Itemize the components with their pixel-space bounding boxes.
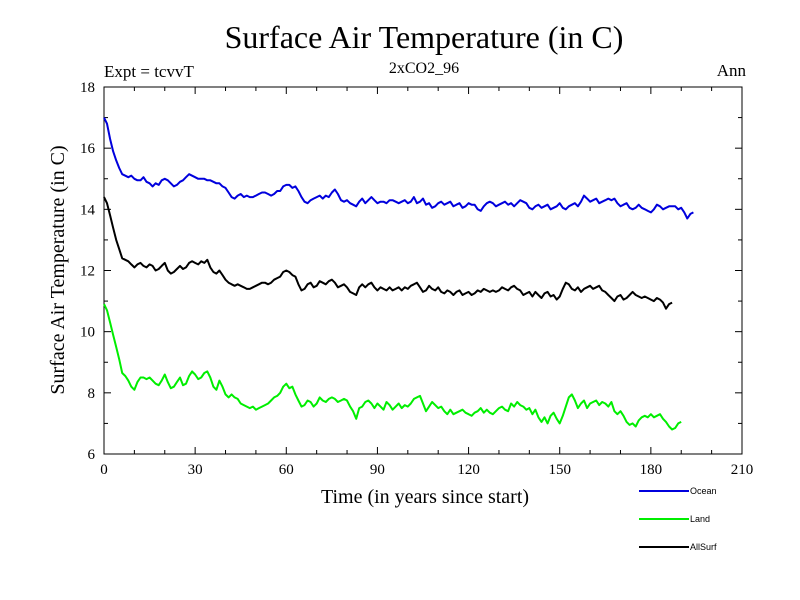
y-tick-label: 6 bbox=[88, 447, 96, 463]
series-line-allsurf bbox=[103, 196, 673, 310]
series-lines bbox=[103, 117, 694, 431]
season-label: Ann bbox=[717, 61, 747, 80]
x-tick-label: 60 bbox=[279, 462, 294, 478]
chart-subtitle: 2xCO2_96 bbox=[389, 60, 459, 77]
y-tick-label: 10 bbox=[80, 325, 95, 341]
x-tick-label: 180 bbox=[640, 462, 663, 478]
x-tick-label: 120 bbox=[457, 462, 480, 478]
y-tick-label: 18 bbox=[80, 80, 95, 96]
x-axis-title: Time (in years since start) bbox=[321, 486, 529, 508]
legend: Ocean Land AllSurf bbox=[639, 486, 717, 552]
experiment-label: Expt = tcvvT bbox=[104, 62, 194, 81]
y-tick-label: 8 bbox=[88, 386, 96, 402]
y-tick-label: 14 bbox=[80, 202, 96, 218]
x-tick-label: 0 bbox=[100, 462, 108, 478]
legend-label-allsurf: AllSurf bbox=[690, 542, 717, 552]
x-tick-label: 150 bbox=[548, 462, 571, 478]
plot-frame bbox=[103, 86, 743, 455]
y-tick-label: 12 bbox=[80, 264, 95, 280]
y-axis-title: Surface Air Temperature (in C) bbox=[47, 145, 69, 394]
legend-label-ocean: Ocean bbox=[690, 486, 717, 496]
y-tick-label: 16 bbox=[80, 141, 96, 157]
legend-label-land: Land bbox=[690, 514, 710, 524]
x-tick-label: 210 bbox=[731, 462, 754, 478]
series-line-land bbox=[103, 303, 682, 431]
chart-title: Surface Air Temperature (in C) bbox=[225, 19, 624, 55]
y-axis: 6 8 10 12 14 16 18 bbox=[80, 80, 742, 463]
x-tick-label: 90 bbox=[370, 462, 385, 478]
series-line-ocean bbox=[103, 117, 694, 220]
x-axis: 0 30 60 90 120 150 180 210 bbox=[100, 87, 753, 478]
x-tick-label: 30 bbox=[188, 462, 203, 478]
